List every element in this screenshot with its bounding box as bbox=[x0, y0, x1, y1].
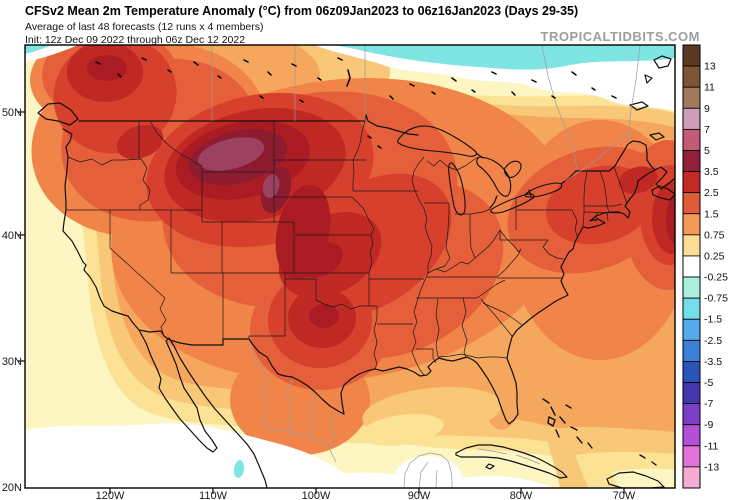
colorbar-cell bbox=[682, 150, 701, 172]
lon-label-110w: 110W bbox=[199, 490, 228, 500]
colorbar-cell bbox=[682, 86, 701, 109]
lon-label-80w: 80W bbox=[510, 490, 533, 500]
colorbar-tick-label: 7 bbox=[704, 124, 710, 136]
mexico-states bbox=[248, 340, 541, 488]
colorbar-labels: 13 11 9 7 5 3.5 2.5 1.5 0.75 0.25 -0.25 -0.75 -1.5 -2… bbox=[704, 61, 728, 474]
lake-huron bbox=[476, 156, 522, 197]
bahamas-islands bbox=[542, 398, 657, 466]
foreign-admin-borders bbox=[211, 45, 641, 488]
colorbar-tick-label: 11 bbox=[704, 82, 715, 94]
colorbar-tick-label: -0.75 bbox=[704, 293, 728, 305]
us-mexico-border bbox=[138, 329, 345, 415]
lat-label-30n: 30N bbox=[2, 356, 22, 368]
colorbar-cell bbox=[682, 171, 701, 194]
colorbar-cell bbox=[682, 318, 701, 341]
colorbar-cell bbox=[682, 65, 701, 88]
colorbar-tick-label: 9 bbox=[704, 103, 710, 115]
canada-border bbox=[78, 114, 656, 209]
colorbar-cell bbox=[682, 192, 701, 215]
fundy-novascotia bbox=[651, 166, 675, 201]
colorbar-cell bbox=[682, 234, 701, 257]
colorbar-cell bbox=[682, 445, 701, 468]
axis-labels: 50N 40N 30N 20N 120W 110W 100W 90W 80W 7… bbox=[2, 107, 636, 500]
gulf-coast bbox=[340, 356, 519, 425]
coastlines bbox=[37, 55, 675, 488]
colorbar-cell bbox=[682, 361, 701, 383]
colorbar-tick-label: 13 bbox=[704, 61, 716, 73]
colorbar-cell bbox=[682, 424, 701, 447]
chart-init-line: Init: 12z Dec 09 2022 through 06z Dec 12… bbox=[25, 34, 246, 46]
colorbar-tick-label: 1.5 bbox=[704, 208, 719, 220]
colorbar-cell bbox=[682, 213, 701, 236]
hispaniola-coast bbox=[606, 471, 665, 488]
colorbar-cell bbox=[682, 128, 701, 151]
lon-label-120w: 120W bbox=[96, 490, 125, 500]
atlantic-canada-islands bbox=[629, 55, 672, 141]
colorbar-cell bbox=[682, 255, 701, 278]
colorbar-tick-label: -13 bbox=[704, 461, 719, 473]
map-frame bbox=[24, 44, 676, 489]
site-watermark: TROPICALTIDBITS.COM bbox=[540, 29, 700, 44]
colorbar-tick-label: -9 bbox=[704, 419, 713, 431]
lon-label-70w: 70W bbox=[613, 490, 636, 500]
canada-lake-specks bbox=[95, 57, 617, 149]
atlantic-coast bbox=[506, 166, 662, 359]
colorbar-tick-label: -3.5 bbox=[704, 356, 722, 368]
colorbar-tick-label: -11 bbox=[704, 440, 719, 452]
lon-label-100w: 100W bbox=[302, 490, 331, 500]
colorbar-cell bbox=[682, 466, 701, 489]
colorbar-frame bbox=[682, 44, 701, 489]
colorbar-tick-label: 3.5 bbox=[704, 166, 719, 178]
colorbar-cell bbox=[682, 107, 701, 130]
colorbar-tick-label: 2.5 bbox=[704, 187, 719, 199]
colorbar bbox=[682, 44, 701, 489]
colorbar-tick-label: 5 bbox=[704, 145, 710, 157]
lake-erie bbox=[490, 193, 535, 214]
lat-label-50n: 50N bbox=[2, 107, 22, 119]
lat-label-40n: 40N bbox=[2, 230, 22, 242]
colorbar-cell bbox=[682, 403, 701, 426]
chart-title: CFSv2 Mean 2m Temperature Anomaly (°C) f… bbox=[25, 4, 579, 18]
chart-subtitle: Average of last 48 forecasts (12 runs x … bbox=[25, 21, 264, 33]
lon-label-90w: 90W bbox=[408, 490, 431, 500]
colorbar-cell bbox=[682, 339, 701, 362]
colorbar-tick-label: -7 bbox=[704, 398, 713, 410]
cuba-coast bbox=[455, 444, 568, 479]
anomaly-field bbox=[25, 45, 675, 488]
colorbar-cell bbox=[682, 297, 701, 320]
lat-label-20n: 20N bbox=[2, 482, 22, 494]
baja-mexico-coast bbox=[138, 329, 268, 488]
colorbar-tick-label: 0.75 bbox=[704, 229, 725, 241]
state-borders bbox=[66, 120, 628, 376]
axis-ticks bbox=[18, 111, 625, 494]
lake-superior bbox=[397, 125, 478, 157]
vancouver-island bbox=[37, 102, 79, 126]
colorbar-tick-label: -2.5 bbox=[704, 335, 722, 347]
colorbar-cell bbox=[682, 44, 701, 67]
colorbar-tick-label: -1.5 bbox=[704, 314, 722, 326]
colorbar-tick-label: 0.25 bbox=[704, 250, 725, 262]
colorbar-tick-label: -0.25 bbox=[704, 272, 728, 284]
colorbar-cell bbox=[682, 382, 701, 405]
colorbar-tick-label: -5 bbox=[704, 377, 713, 389]
lake-ontario bbox=[524, 182, 563, 198]
colorbar-cell bbox=[682, 276, 701, 299]
canada-provinces bbox=[211, 45, 641, 182]
